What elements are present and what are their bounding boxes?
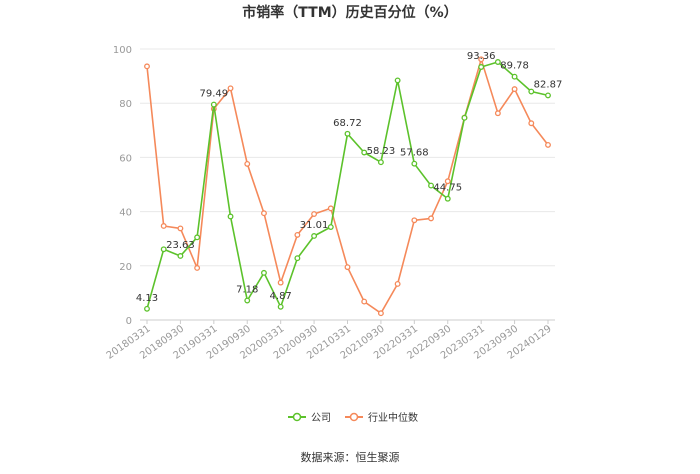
data-label: 44.75 <box>433 183 462 194</box>
data-label: 68.72 <box>333 118 362 129</box>
data-label: 82.87 <box>534 79 563 90</box>
data-point-industry-median <box>411 217 418 224</box>
data-label: 4.87 <box>270 291 292 302</box>
data-point-company <box>411 160 418 167</box>
x-axis: 2018033120180930201903312019093020200331… <box>105 320 554 362</box>
legend-marker <box>349 412 359 422</box>
data-label: 7.18 <box>236 285 258 296</box>
data-point-industry-median <box>177 225 184 232</box>
data-point-industry-median <box>511 86 518 93</box>
y-tick-label: 100 <box>113 45 132 56</box>
data-point-company <box>327 224 334 230</box>
data-point-industry-median <box>377 310 384 317</box>
legend-marker <box>292 412 302 422</box>
data-point-industry-median <box>227 85 234 92</box>
data-point-company <box>361 149 368 156</box>
legend-label: 行业中位数 <box>368 411 418 424</box>
data-label: 89.78 <box>500 61 529 72</box>
data-label: 4.13 <box>136 293 158 304</box>
data-source: 数据来源：恒生聚源 <box>301 450 400 464</box>
data-point-industry-median <box>528 120 535 127</box>
chart-title: 市销率（TTM）历史百分位（%） <box>242 4 457 21</box>
y-tick-label: 0 <box>126 316 132 327</box>
legend-item-company[interactable]: 公司 <box>288 412 331 424</box>
data-point-industry-median <box>394 281 401 287</box>
data-point-company <box>194 234 201 241</box>
data-point-industry-median <box>428 215 434 222</box>
data-point-industry-median <box>244 160 251 167</box>
data-point-industry-median <box>294 231 301 238</box>
data-point-company <box>494 59 501 65</box>
data-point-company <box>545 92 551 99</box>
data-point-industry-median <box>311 211 318 217</box>
data-point-company <box>344 130 351 137</box>
y-tick-label: 20 <box>119 262 132 273</box>
data-point-company <box>377 159 384 166</box>
data-point-company <box>428 182 434 189</box>
data-point-industry-median <box>361 298 368 305</box>
data-point-industry-median <box>494 110 501 117</box>
data-point-industry-median <box>478 56 485 63</box>
data-point-company <box>311 233 318 239</box>
data-point-industry-median <box>277 279 284 286</box>
legend[interactable]: 公司 行业中位数 <box>288 411 418 424</box>
data-point-company <box>394 77 401 84</box>
data-point-company <box>277 303 284 310</box>
data-point-industry-median <box>261 210 267 217</box>
data-point-company <box>528 88 535 95</box>
data-point-company <box>160 246 167 253</box>
data-point-industry-median <box>194 265 201 271</box>
data-labels: 4.13 23.63 79.49 7.18 4.87 31.01 68.72 58.23 57.… <box>136 51 562 304</box>
data-point-company <box>144 305 150 312</box>
data-point-industry-median <box>144 63 150 70</box>
y-tick-label: 80 <box>119 99 132 110</box>
y-tick-label: 60 <box>119 153 132 164</box>
data-point-industry-median <box>160 223 167 229</box>
data-point-company <box>461 114 468 121</box>
data-point-industry-median <box>444 178 451 185</box>
series-layer <box>144 56 551 317</box>
data-point-company <box>210 101 217 108</box>
data-point-industry-median <box>327 205 334 212</box>
legend-label: 公司 <box>311 413 331 424</box>
data-label: 31.01 <box>300 220 329 231</box>
data-point-industry-median <box>344 264 351 271</box>
data-point-company <box>294 255 301 262</box>
data-point-company <box>177 253 184 259</box>
data-label: 58.23 <box>367 146 396 157</box>
data-point-industry-median <box>545 141 551 148</box>
data-label: 93.36 <box>467 51 496 62</box>
data-point-company <box>244 297 251 304</box>
data-point-company <box>511 73 518 80</box>
y-tick-label: 40 <box>119 208 132 219</box>
data-point-company <box>444 195 451 202</box>
data-label: 23.63 <box>166 240 195 251</box>
data-point-company <box>478 64 485 70</box>
legend-item-industry-median[interactable]: 行业中位数 <box>345 411 418 424</box>
y-axis: 0 20 40 60 80 100 <box>113 45 132 327</box>
data-label: 57.68 <box>400 148 429 159</box>
data-label: 79.49 <box>200 89 229 100</box>
data-point-company <box>261 269 267 276</box>
data-point-company <box>227 213 234 220</box>
